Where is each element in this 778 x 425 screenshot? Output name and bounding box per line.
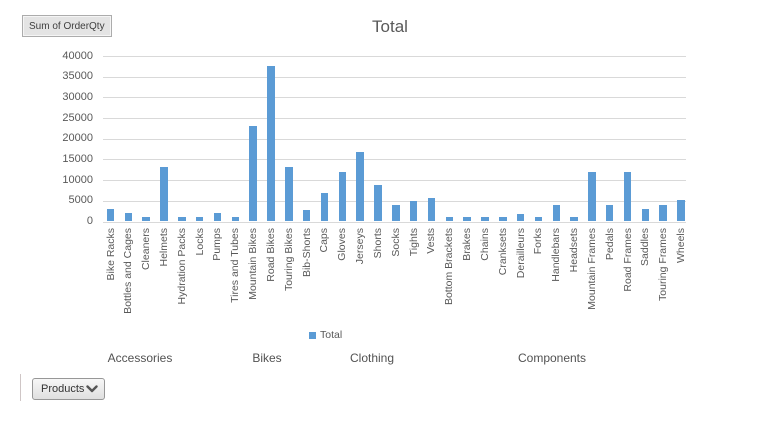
bar: [677, 199, 685, 222]
bar: [285, 167, 293, 222]
y-tick-label: 0: [86, 215, 93, 227]
y-tick-label: 15000: [62, 152, 93, 165]
gridline: [103, 118, 686, 120]
x-axis-label: Forks: [532, 228, 545, 255]
gridline: [103, 76, 686, 78]
bar: [374, 184, 382, 222]
bar: [302, 209, 311, 222]
x-axis-label: Pedals: [603, 228, 616, 261]
x-axis-label: Road Frames: [621, 228, 634, 292]
x-axis-label: Touring Bikes: [282, 228, 295, 292]
bar: [641, 208, 650, 222]
products-filter-label: Products: [41, 383, 85, 395]
legend-label: Total: [320, 329, 343, 341]
axis-group-label: Clothing: [349, 351, 395, 365]
bar: [160, 167, 168, 222]
chart-title: Total: [372, 17, 408, 36]
y-tick-label: 10000: [62, 173, 93, 186]
y-tick-label: 35000: [62, 70, 93, 83]
gridline: [103, 97, 686, 99]
pivot-field-button[interactable]: Sum of OrderQty: [22, 15, 112, 37]
bar: [409, 201, 418, 222]
x-axis-label: Caps: [318, 228, 331, 253]
gridline: [103, 138, 686, 140]
bar: [213, 212, 222, 222]
y-tick-label: 25000: [62, 111, 93, 124]
x-axis-label: Locks: [193, 228, 206, 256]
x-axis-label: Gloves: [336, 228, 349, 261]
x-axis-label: Bottom Brackets: [443, 228, 456, 306]
x-axis-label: Socks: [389, 228, 402, 257]
x-axis-label: Wheels: [675, 228, 688, 264]
bar: [338, 172, 347, 222]
axis-group-label: Bikes: [252, 351, 282, 365]
x-axis-label: Mountain Frames: [585, 228, 598, 310]
x-axis-label: Touring Frames: [657, 228, 670, 301]
bar: [570, 217, 578, 222]
x-axis-label: Bottles and Cages: [122, 228, 135, 314]
bar: [392, 205, 400, 222]
x-axis-label: Road Bikes: [264, 228, 277, 282]
bar: [552, 205, 560, 222]
bar: [124, 212, 133, 222]
x-axis-label: Derailleurs: [514, 228, 527, 279]
bar: [481, 217, 489, 222]
x-axis-label: Vests: [425, 228, 438, 254]
x-axis-label: Pumps: [211, 228, 224, 261]
bar: [445, 217, 454, 222]
x-axis-label: Cleaners: [140, 228, 153, 271]
bar: [267, 65, 275, 222]
pivot-field-button-label: Sum of OrderQty: [29, 20, 105, 32]
x-axis-label: Headsets: [568, 228, 581, 273]
bar: [142, 217, 150, 222]
bar: [588, 171, 596, 222]
x-axis-label: Chains: [478, 228, 491, 261]
x-axis-label: Handlebars: [550, 228, 563, 282]
bar: [463, 217, 471, 222]
bar: [195, 217, 204, 222]
y-tick-label: 30000: [62, 90, 93, 103]
x-axis-label: Cranksets: [496, 228, 509, 276]
x-axis-label: Shorts: [371, 228, 384, 259]
bar: [320, 192, 329, 222]
bar: [534, 217, 543, 222]
bar: [427, 197, 436, 222]
axis-group-label: Components: [517, 351, 587, 365]
bar: [178, 217, 186, 222]
products-filter-dropdown[interactable]: Products: [32, 378, 105, 400]
y-tick-label: 5000: [68, 194, 93, 207]
y-tick-label: 20000: [62, 132, 93, 145]
bar: [623, 171, 632, 222]
bar: [106, 208, 115, 222]
x-axis-label: Hydration Packs: [175, 228, 188, 305]
bar: [659, 205, 667, 222]
x-axis-label: Saddles: [639, 228, 652, 266]
bar: [356, 151, 364, 222]
legend-swatch-icon: [309, 331, 316, 339]
gridline: [103, 159, 686, 161]
bar: [231, 217, 240, 222]
bar: [605, 205, 614, 222]
gridline: [103, 200, 686, 202]
bar: [499, 217, 507, 222]
x-axis-label: Tights: [407, 228, 420, 257]
x-axis-label: Jerseys: [354, 228, 367, 265]
x-axis-line: [103, 221, 686, 223]
gridline: [103, 56, 686, 57]
y-tick-label: 40000: [62, 49, 93, 62]
x-axis-label: Bib-Shorts: [300, 228, 313, 278]
x-axis-label: Bike Racks: [104, 228, 117, 281]
pane-edge-divider: [20, 374, 21, 401]
x-axis-label: Brakes: [461, 228, 474, 261]
bar: [516, 213, 525, 222]
legend: Total: [309, 329, 342, 341]
x-axis-label: Mountain Bikes: [247, 228, 260, 300]
gridline: [103, 180, 686, 182]
x-axis-label: Helmets: [157, 228, 170, 267]
x-axis-label: Tires and Tubes: [229, 228, 242, 303]
axis-group-label: Accessories: [107, 351, 173, 365]
bar: [249, 125, 257, 222]
chevron-down-icon: [86, 385, 98, 393]
